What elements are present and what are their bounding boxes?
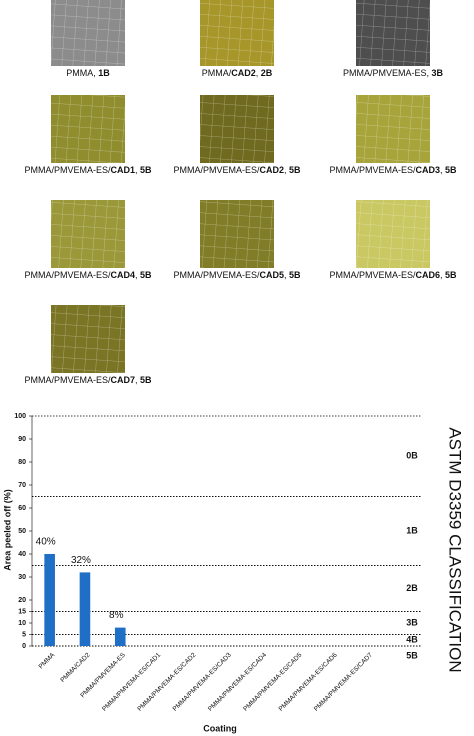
x-tick-label: PMMA/PMVEMA-ES/CAD3: [172, 651, 233, 712]
caption-part: CAD4: [110, 270, 135, 280]
photo-caption: PMMA/PMVEMA-ES/CAD3, 5B: [329, 165, 457, 175]
photo-grid: [51, 305, 125, 373]
photo-caption: PMMA/CAD2, 2B: [202, 68, 273, 78]
band-label: 4B: [406, 635, 418, 645]
caption-part: 3B: [432, 68, 444, 78]
photo-grid: [200, 200, 274, 268]
caption-part: 5B: [445, 165, 457, 175]
photo-caption: PMMA/PMVEMA-ES, 3B: [343, 68, 444, 78]
photo-caption: PMMA/PMVEMA-ES/CAD2, 5B: [173, 165, 301, 175]
y-tick-label: 100: [14, 413, 26, 420]
caption-part: CAD6: [415, 270, 440, 280]
photo-grid: [356, 95, 430, 163]
caption-part: PMMA/PMVEMA-ES/: [329, 165, 416, 175]
caption-part: PMMA/PMVEMA-ES,: [343, 68, 432, 78]
y-tick-label: 80: [18, 459, 26, 466]
photo-grid: [51, 200, 125, 268]
x-tick-label: PMMA/PMVEMA-ES/CAD6: [278, 651, 339, 712]
caption-part: CAD2: [259, 165, 284, 175]
caption-part: PMMA/PMVEMA-ES/: [173, 165, 260, 175]
caption-part: ,: [135, 375, 140, 385]
photo-grid: [51, 0, 125, 66]
y-tick-label: 90: [18, 436, 26, 443]
band-label: 2B: [406, 583, 418, 593]
caption-part: 5B: [289, 165, 301, 175]
caption-part: CAD1: [110, 165, 135, 175]
x-tick-label: PMMA/CAD2: [59, 651, 92, 684]
caption-part: ,: [135, 270, 140, 280]
caption-part: ,: [440, 165, 445, 175]
x-tick-label: PMMA/PMVEMA-ES/CAD4: [207, 651, 268, 712]
caption-part: PMMA/PMVEMA-ES/: [24, 270, 111, 280]
y-tick-label: 60: [18, 505, 26, 512]
caption-part: PMMA/PMVEMA-ES/: [173, 270, 260, 280]
caption-part: 5B: [140, 375, 152, 385]
photo-caption: PMMA/PMVEMA-ES/CAD5, 5B: [173, 270, 301, 280]
caption-part: PMMA/PMVEMA-ES/: [24, 375, 111, 385]
photo-grid: [51, 95, 125, 163]
bar: [114, 627, 126, 646]
caption-part: CAD5: [259, 270, 284, 280]
caption-part: PMMA/: [202, 68, 232, 78]
photo-caption: PMMA/PMVEMA-ES/CAD6, 5B: [329, 270, 457, 280]
y-tick-label: 40: [18, 551, 26, 558]
photo-grid: [356, 200, 430, 268]
y-tick-label: 70: [18, 482, 26, 489]
band-label: 1B: [406, 525, 418, 535]
y-tick-label: 0: [22, 643, 26, 650]
caption-part: ,: [284, 165, 289, 175]
classification-title: ASTM D3359 CLASSIFICATION: [446, 427, 465, 672]
y-tick-label: 10: [18, 620, 26, 627]
caption-part: 5B: [140, 270, 152, 280]
caption-part: 5B: [445, 270, 457, 280]
bar: [79, 572, 91, 646]
caption-part: PMMA/PMVEMA-ES/: [24, 165, 111, 175]
y-tick-label: 30: [18, 574, 26, 581]
caption-part: PMMA,: [66, 68, 98, 78]
x-tick-label: PMMA/PMVEMA-ES/CAD5: [242, 651, 303, 712]
y-tick-label: 5: [22, 631, 26, 638]
y-axis-label: Area peeled off (%): [2, 489, 12, 571]
caption-part: 5B: [140, 165, 152, 175]
y-tick-label: 15: [18, 608, 26, 615]
photo-grid: [200, 95, 274, 163]
caption-part: ,: [284, 270, 289, 280]
band-label: 0B: [406, 451, 418, 461]
y-tick-label: 20: [18, 597, 26, 604]
y-tick-label: 50: [18, 528, 26, 535]
caption-part: CAD7: [110, 375, 135, 385]
value-label: 32%: [71, 555, 91, 566]
caption-part: CAD3: [415, 165, 440, 175]
caption-part: PMMA/PMVEMA-ES/: [329, 270, 416, 280]
photo-caption: PMMA, 1B: [66, 68, 110, 78]
photo-caption: PMMA/PMVEMA-ES/CAD1, 5B: [24, 165, 152, 175]
x-tick-label: PMMA/PMVEMA-ES/CAD7: [313, 651, 374, 712]
band-label: 5B: [406, 650, 418, 660]
caption-part: 2B: [261, 68, 273, 78]
bar: [44, 554, 55, 646]
photo-grid: [200, 0, 274, 66]
caption-part: CAD2: [231, 68, 256, 78]
caption-part: ,: [440, 270, 445, 280]
x-tick-label: PMMA: [38, 651, 57, 670]
caption-part: 5B: [289, 270, 301, 280]
caption-part: ,: [256, 68, 261, 78]
value-label: 8%: [109, 610, 124, 621]
band-label: 3B: [406, 617, 418, 627]
x-tick-label: PMMA/PMVEMA-ES/CAD2: [136, 651, 197, 712]
caption-part: ,: [135, 165, 140, 175]
x-axis-label: Coating: [203, 723, 237, 733]
photo-caption: PMMA/PMVEMA-ES/CAD7, 5B: [24, 375, 152, 385]
photo-grid: [356, 0, 430, 66]
photo-caption: PMMA/PMVEMA-ES/CAD4, 5B: [24, 270, 152, 280]
caption-part: 1B: [98, 68, 110, 78]
value-label: 40%: [36, 537, 56, 548]
x-tick-label: PMMA/PMVEMA-ES/CAD1: [101, 651, 162, 712]
